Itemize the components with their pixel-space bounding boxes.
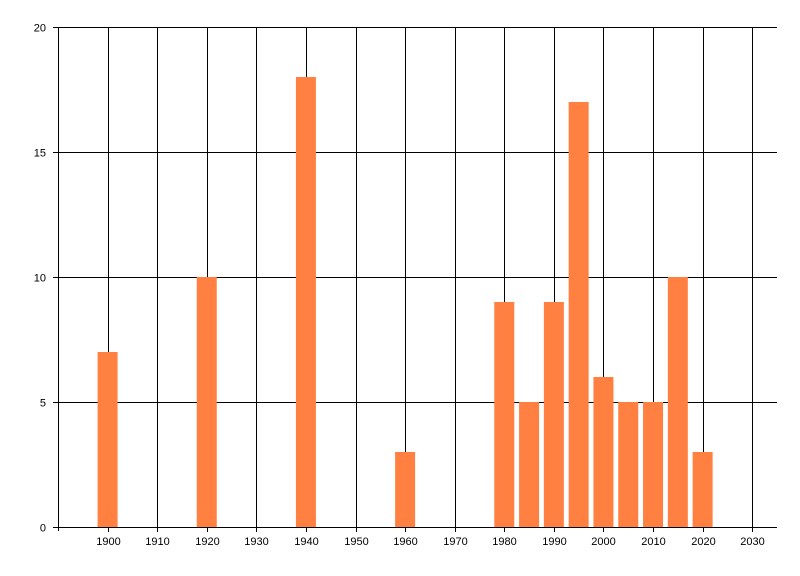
bar [395, 452, 416, 527]
y-axis-ticks: 0 5 10 15 20 [34, 23, 58, 535]
bar [568, 102, 589, 527]
x-tick-label: 2030 [740, 536, 764, 548]
x-tick-label: 2010 [641, 536, 665, 548]
x-tick-label: 1950 [344, 536, 368, 548]
x-tick-label: 1920 [195, 536, 219, 548]
bar [494, 302, 515, 527]
bar [97, 352, 118, 527]
x-tick-label: 1960 [393, 536, 417, 548]
x-axis-ticks: 1900 1910 1920 1930 1940 1950 1960 1970 1980 1990… [96, 527, 765, 548]
x-tick-label: 1980 [492, 536, 516, 548]
bar [295, 77, 316, 527]
bar [667, 277, 688, 527]
bar [618, 402, 639, 527]
y-tick-label: 10 [34, 273, 46, 285]
bar [519, 402, 540, 527]
x-tick-label: 1940 [294, 536, 318, 548]
bar [196, 277, 217, 527]
x-tick-label: 1900 [96, 536, 120, 548]
bar [643, 402, 664, 527]
x-tick-label: 1970 [443, 536, 467, 548]
x-tick-label: 1910 [145, 536, 169, 548]
x-tick-label: 2000 [591, 536, 615, 548]
bar [692, 452, 713, 527]
x-tick-label: 1990 [542, 536, 566, 548]
y-tick-label: 5 [40, 398, 46, 410]
y-tick-label: 20 [34, 23, 46, 35]
bars [97, 77, 713, 527]
bar [543, 302, 564, 527]
axes [54, 27, 777, 531]
x-tick-label: 1930 [244, 536, 268, 548]
y-tick-label: 0 [40, 523, 46, 535]
x-tick-label: 2020 [691, 536, 715, 548]
y-tick-label: 15 [34, 148, 46, 160]
bar [593, 377, 614, 527]
